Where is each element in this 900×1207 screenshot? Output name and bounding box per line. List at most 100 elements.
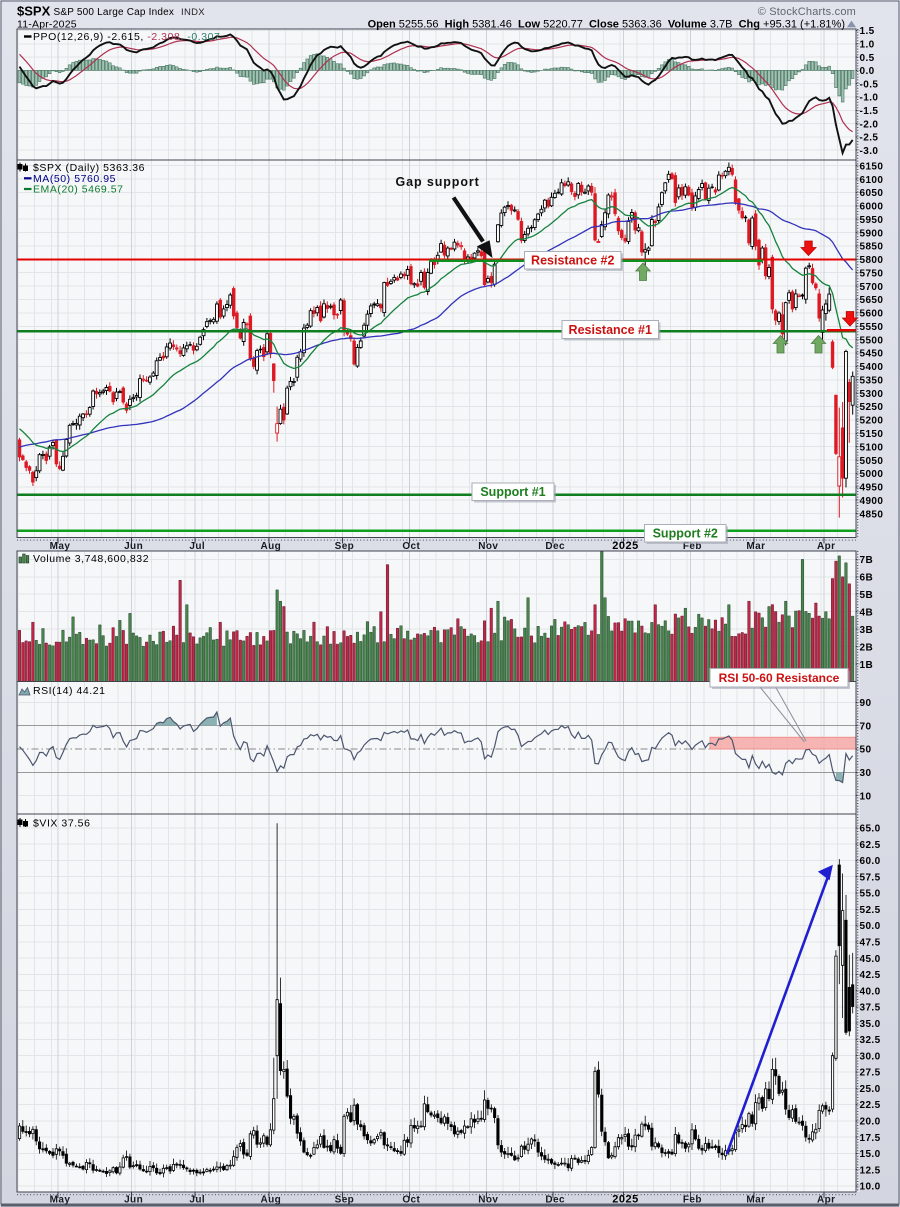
svg-text:Feb: Feb [683, 541, 702, 552]
svg-text:Dec: Dec [545, 541, 565, 552]
svg-text:Aug: Aug [260, 541, 281, 552]
svg-text:70: 70 [860, 721, 872, 732]
svg-text:50.0: 50.0 [860, 921, 881, 932]
svg-text:-2.0: -2.0 [860, 119, 879, 130]
svg-text:Aug: Aug [260, 1194, 281, 1205]
svg-text:5750: 5750 [860, 268, 884, 279]
svg-text:-1.5: -1.5 [860, 106, 879, 117]
svg-text:3B: 3B [860, 625, 874, 636]
svg-text:5500: 5500 [860, 335, 884, 346]
svg-text:RSI(14) 44.21: RSI(14) 44.21 [33, 685, 106, 697]
svg-text:90: 90 [860, 698, 872, 709]
svg-text:32.5: 32.5 [860, 1035, 881, 1046]
svg-text:6100: 6100 [860, 175, 884, 186]
svg-text:4950: 4950 [860, 483, 884, 494]
svg-text:15.0: 15.0 [860, 1149, 881, 1160]
svg-text:1B: 1B [860, 660, 874, 671]
svg-text:5950: 5950 [860, 215, 884, 226]
svg-text:35.0: 35.0 [860, 1019, 881, 1030]
svg-text:37.5: 37.5 [860, 1003, 881, 1014]
svg-text:Open 5255.56 High 5381.46 Lo: Open 5255.56 High 5381.46 Low 5220.77 Cl… [368, 19, 845, 31]
svg-text:2025: 2025 [612, 1193, 638, 1205]
svg-text:22.5: 22.5 [860, 1100, 881, 1111]
svg-text:Apr: Apr [817, 541, 835, 552]
svg-text:PPO(12,26,9) -2.615, -2.308, -: PPO(12,26,9) -2.615, -2.308, -0.307 [33, 31, 220, 43]
svg-text:40.0: 40.0 [860, 986, 881, 997]
svg-text:20.0: 20.0 [860, 1117, 881, 1128]
svg-text:5050: 5050 [860, 456, 884, 467]
svg-text:30.0: 30.0 [860, 1051, 881, 1062]
svg-text:Jul: Jul [189, 1194, 205, 1205]
svg-text:1.5: 1.5 [860, 26, 875, 37]
svg-text:4900: 4900 [860, 496, 884, 507]
svg-text:65.0: 65.0 [860, 824, 881, 835]
svg-text:$SPX: $SPX [17, 4, 51, 19]
svg-text:12.5: 12.5 [860, 1165, 881, 1176]
svg-text:5600: 5600 [860, 309, 884, 320]
svg-text:Apr: Apr [817, 1194, 835, 1205]
svg-text:6150: 6150 [860, 161, 884, 172]
svg-text:25.0: 25.0 [860, 1084, 881, 1095]
svg-text:2025: 2025 [612, 540, 638, 552]
svg-text:7B: 7B [860, 555, 874, 566]
svg-text:Feb: Feb [683, 1194, 702, 1205]
svg-text:5650: 5650 [860, 295, 884, 306]
svg-text:RSI 50-60 Resistance: RSI 50-60 Resistance [719, 671, 840, 685]
svg-text:42.5: 42.5 [860, 970, 881, 981]
svg-text:Jun: Jun [124, 541, 143, 552]
svg-text:Support #2: Support #2 [653, 527, 718, 541]
svg-text:Gap support: Gap support [396, 175, 480, 189]
svg-text:5200: 5200 [860, 416, 884, 427]
svg-text:5550: 5550 [860, 322, 884, 333]
svg-text:6B: 6B [860, 573, 874, 584]
svg-text:5450: 5450 [860, 349, 884, 360]
svg-text:5350: 5350 [860, 376, 884, 387]
svg-text:Volume 3,748,600,832: Volume 3,748,600,832 [33, 553, 149, 565]
svg-text:5900: 5900 [860, 228, 884, 239]
svg-text:INDX: INDX [181, 7, 205, 18]
svg-text:4850: 4850 [860, 509, 884, 520]
svg-text:11-Apr-2025: 11-Apr-2025 [17, 19, 77, 31]
svg-text:6000: 6000 [860, 202, 884, 213]
svg-text:1.0: 1.0 [860, 40, 875, 51]
svg-text:50: 50 [860, 745, 872, 756]
svg-text:5850: 5850 [860, 242, 884, 253]
svg-text:Nov: Nov [478, 1194, 498, 1205]
svg-text:57.5: 57.5 [860, 872, 881, 883]
svg-text:0.5: 0.5 [860, 53, 875, 64]
svg-text:MA(50) 5760.95: MA(50) 5760.95 [33, 173, 116, 185]
svg-text:Sep: Sep [335, 541, 355, 552]
svg-text:$SPX (Daily) 5363.36: $SPX (Daily) 5363.36 [33, 162, 145, 174]
svg-text:47.5: 47.5 [860, 938, 881, 949]
svg-text:Mar: Mar [746, 1194, 765, 1205]
svg-text:5700: 5700 [860, 282, 884, 293]
svg-text:4B: 4B [860, 607, 874, 618]
svg-text:17.5: 17.5 [860, 1133, 881, 1144]
svg-text:$VIX 37.56: $VIX 37.56 [33, 818, 90, 830]
svg-text:62.5: 62.5 [860, 840, 881, 851]
svg-text:10.0: 10.0 [860, 1182, 881, 1193]
svg-text:5300: 5300 [860, 389, 884, 400]
svg-text:5B: 5B [860, 590, 874, 601]
svg-text:0.0: 0.0 [860, 66, 875, 77]
svg-text:52.5: 52.5 [860, 905, 881, 916]
svg-text:Resistance #2: Resistance #2 [531, 254, 614, 268]
svg-text:55.0: 55.0 [860, 889, 881, 900]
svg-text:Nov: Nov [478, 541, 498, 552]
svg-text:27.5: 27.5 [860, 1068, 881, 1079]
svg-text:© StockCharts.com: © StockCharts.com [758, 6, 856, 18]
svg-text:5000: 5000 [860, 469, 884, 480]
svg-text:5150: 5150 [860, 429, 884, 440]
svg-text:Support #1: Support #1 [480, 485, 545, 499]
svg-text:Mar: Mar [746, 541, 765, 552]
svg-text:May: May [50, 1194, 71, 1205]
svg-text:5800: 5800 [860, 255, 884, 266]
svg-text:-3.0: -3.0 [860, 146, 879, 157]
svg-text:EMA(20) 5469.57: EMA(20) 5469.57 [33, 184, 124, 196]
svg-text:5400: 5400 [860, 362, 884, 373]
svg-text:Oct: Oct [402, 541, 420, 552]
svg-text:Oct: Oct [402, 1194, 420, 1205]
svg-text:Sep: Sep [335, 1194, 355, 1205]
svg-text:Jun: Jun [124, 1194, 143, 1205]
svg-text:5100: 5100 [860, 442, 884, 453]
